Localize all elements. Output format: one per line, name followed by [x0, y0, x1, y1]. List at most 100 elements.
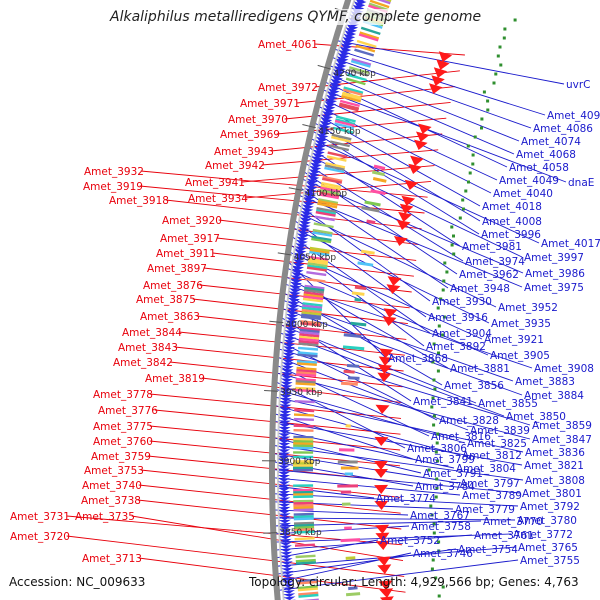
gene-label-left[interactable]: Amet_4061	[258, 39, 318, 51]
gene-label-right[interactable]: Amet_4008	[482, 216, 542, 228]
gene-label-right[interactable]: Amet_3847	[532, 434, 592, 446]
gene-label-right[interactable]: Amet_3801	[522, 488, 582, 500]
gene-label-right[interactable]: Amet_3948	[450, 283, 510, 295]
gene-label-right[interactable]: Amet_3839	[470, 425, 530, 437]
gene-label-left[interactable]: Amet_3738	[81, 495, 141, 507]
gene-label-right[interactable]: Amet_3812	[462, 450, 522, 462]
gene-label-right[interactable]: Amet_3859	[532, 420, 592, 432]
gene-label-right[interactable]: Amet_3855	[478, 398, 538, 410]
gene-label-right[interactable]: Amet_3770	[483, 516, 543, 528]
gene-label-right[interactable]: Amet_4086	[533, 123, 593, 135]
gene-label-right[interactable]: Amet_3755	[520, 555, 580, 567]
gene-label-left[interactable]: Amet_3720	[10, 531, 70, 543]
gene-label-right[interactable]: Amet_3986	[525, 268, 585, 280]
gene-label-left[interactable]: Amet_3778	[93, 389, 153, 401]
gene-label-right[interactable]: Amet_3841	[413, 396, 473, 408]
gene-label-left[interactable]: Amet_3875	[136, 294, 196, 306]
gene-label-right[interactable]: Amet_3975	[524, 282, 584, 294]
gene-label-right[interactable]: Amet_3774	[376, 493, 436, 505]
gene-label-right[interactable]: Amet_3996	[481, 229, 541, 241]
gene-label-right[interactable]: Amet_3808	[525, 475, 585, 487]
gene-label-right[interactable]: Amet_3921	[484, 334, 544, 346]
gene-label-right[interactable]: Amet_3884	[524, 390, 584, 402]
gene-label-right[interactable]: Amet_3791	[423, 468, 483, 480]
gene-label-right[interactable]: Amet_3758	[411, 521, 471, 533]
gene-label-right[interactable]: Amet_3789	[462, 490, 522, 502]
gene-label-left[interactable]: Amet_3713	[82, 553, 142, 565]
gene-label-right[interactable]: Amet_3868	[388, 353, 448, 365]
gene-label-right[interactable]: Amet_3806	[407, 443, 467, 455]
gene-label-left[interactable]: Amet_3942	[205, 160, 265, 172]
gene-label-right[interactable]: Amet_3825	[467, 438, 527, 450]
gene-label-right[interactable]: Amet_3792	[520, 501, 580, 513]
gene-label-right[interactable]: Amet_3974	[465, 256, 525, 268]
gene-label-left[interactable]: Amet_3844	[122, 327, 182, 339]
gene-label-right[interactable]: Amet_3804	[456, 463, 516, 475]
gene-label-left[interactable]: Amet_3753	[84, 465, 144, 477]
gene-label-left[interactable]: Amet_3897	[147, 263, 207, 275]
gene-label-left[interactable]: Amet_3775	[93, 421, 153, 433]
gene-label-right[interactable]: Amet_3883	[515, 376, 575, 388]
gene-label-right[interactable]: Amet_3905	[490, 350, 550, 362]
gene-label-right[interactable]: Amet_3908	[534, 363, 594, 375]
gene-label-right[interactable]: Amet_3952	[498, 302, 558, 314]
gene-label-right[interactable]: Amet_4074	[521, 136, 581, 148]
gene-label-right[interactable]: Amet_3797	[460, 478, 520, 490]
gene-label-right[interactable]: Amet_4018	[482, 201, 542, 213]
gene-label-right[interactable]: Amet_3935	[491, 318, 551, 330]
gene-label-left[interactable]: Amet_3842	[113, 357, 173, 369]
gene-label-right[interactable]: Amet_3981	[462, 241, 522, 253]
gene-label-right[interactable]: Amet_3821	[524, 460, 584, 472]
gene-label-left[interactable]: Amet_3843	[118, 342, 178, 354]
gene-label-left[interactable]: Amet_3971	[240, 98, 300, 110]
gene-label-left[interactable]: Amet_3876	[143, 280, 203, 292]
gene-label-left[interactable]: Amet_3740	[82, 480, 142, 492]
gene-label-right[interactable]: Amet_3765	[518, 542, 578, 554]
gene-label-right[interactable]: Amet_3779	[455, 504, 515, 516]
gene-label-right[interactable]: Amet_4068	[516, 149, 576, 161]
gene-label-right[interactable]: Amet_3850	[506, 411, 566, 423]
gene-label-left[interactable]: Amet_3932	[84, 166, 144, 178]
gene-label-left[interactable]: Amet_3972	[258, 82, 318, 94]
gene-label-right[interactable]: Amet_4049	[499, 175, 559, 187]
gene-label-right[interactable]: Amet_3930	[432, 296, 492, 308]
gene-label-left[interactable]: Amet_3911	[156, 248, 216, 260]
gene-label-right[interactable]: Amet_3816	[431, 431, 491, 443]
gene-label-left[interactable]: Amet_3970	[228, 114, 288, 126]
gene-label-right[interactable]: Amet_3892	[426, 341, 486, 353]
gene-label-right[interactable]: uvrC	[566, 79, 591, 91]
gene-label-left[interactable]: Amet_3917	[160, 233, 220, 245]
gene-label-right[interactable]: Amet_3780	[517, 515, 577, 527]
gene-label-right[interactable]: Amet_3761	[474, 530, 534, 542]
gene-label-left[interactable]: Amet_3731	[10, 511, 70, 523]
gene-label-right[interactable]: Amet_3881	[450, 363, 510, 375]
gene-label-left[interactable]: Amet_3969	[220, 129, 280, 141]
gene-label-left[interactable]: Amet_3735	[75, 511, 135, 523]
gene-label-right[interactable]: Amet_3856	[444, 380, 504, 392]
gene-label-left[interactable]: Amet_3819	[145, 373, 205, 385]
gene-label-right[interactable]: Amet_3784	[415, 481, 475, 493]
gene-label-right[interactable]: Amet_3799	[415, 454, 475, 466]
gene-label-left[interactable]: Amet_3776	[98, 405, 158, 417]
gene-label-right[interactable]: Amet_3904	[432, 328, 492, 340]
gene-label-left[interactable]: Amet_3863	[140, 311, 200, 323]
gene-label-right[interactable]: Amet_3752	[380, 535, 440, 547]
gene-label-right[interactable]: Amet_3916	[428, 312, 488, 324]
gene-label-right[interactable]: dnaE	[568, 177, 594, 189]
gene-label-right[interactable]: Amet_4058	[509, 162, 569, 174]
gene-label-right[interactable]: Amet_4040	[493, 188, 553, 200]
gene-label-left[interactable]: Amet_3919	[83, 181, 143, 193]
gene-label-right[interactable]: Amet_3767	[410, 510, 470, 522]
gene-label-right[interactable]: Amet_4098	[547, 110, 600, 122]
gene-label-left[interactable]: Amet_3943	[214, 146, 274, 158]
gene-label-right[interactable]: Amet_3962	[459, 269, 519, 281]
gene-label-left[interactable]: Amet_3918	[109, 195, 169, 207]
gene-label-right[interactable]: Amet_3997	[524, 252, 584, 264]
gene-label-left[interactable]: Amet_3934	[188, 193, 248, 205]
gene-label-left[interactable]: Amet_3941	[185, 177, 245, 189]
gene-label-right[interactable]: Amet_3772	[513, 529, 573, 541]
gene-label-right[interactable]: Amet_3746	[413, 548, 473, 560]
gene-label-right[interactable]: Amet_3754	[458, 544, 518, 556]
gene-label-left[interactable]: Amet_3920	[162, 215, 222, 227]
gene-label-right[interactable]: Amet_3836	[525, 447, 585, 459]
